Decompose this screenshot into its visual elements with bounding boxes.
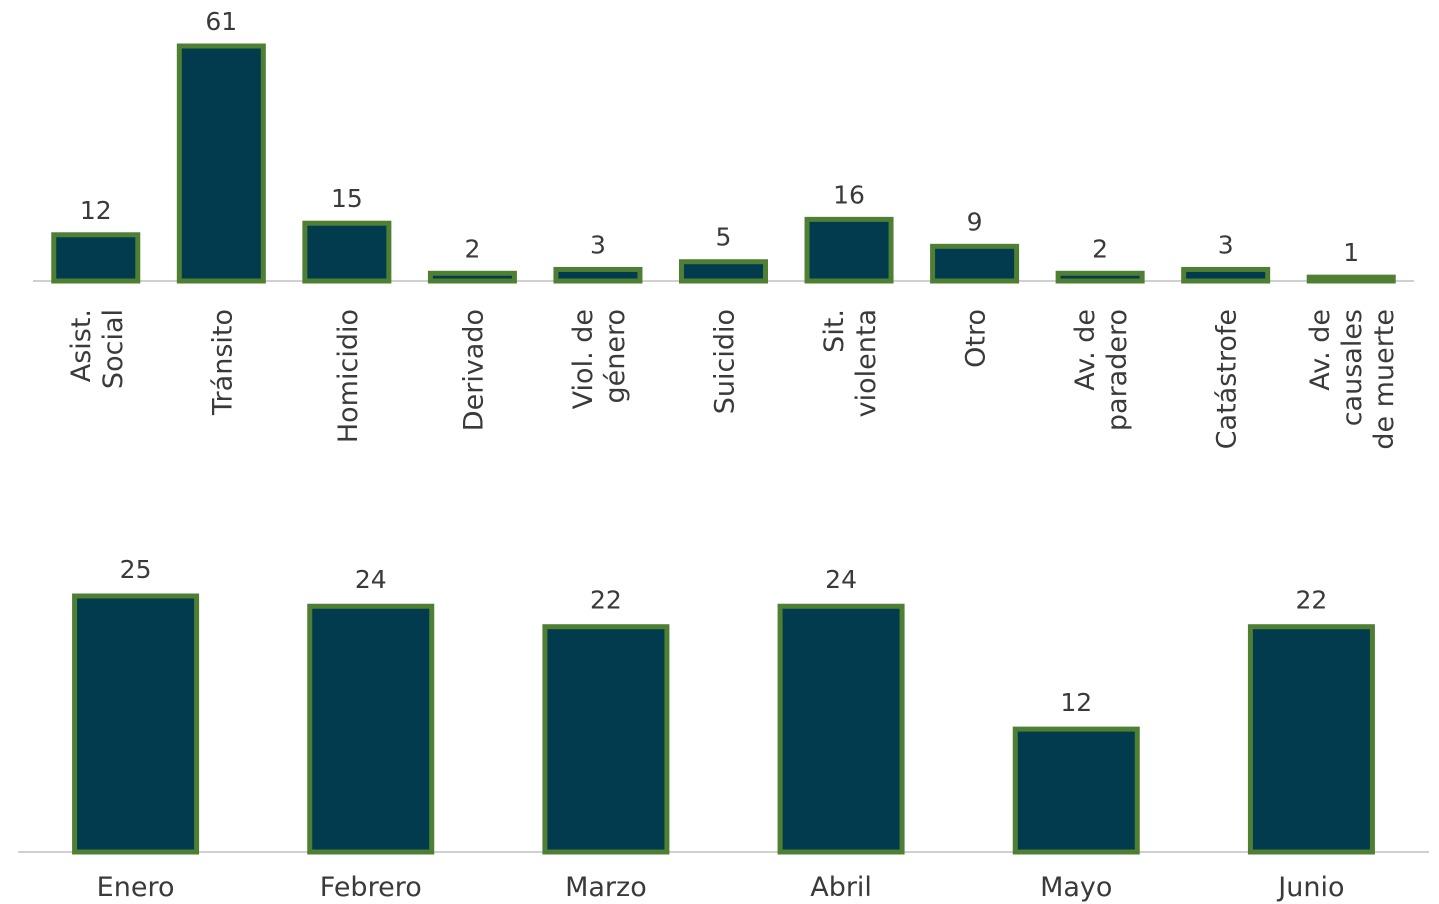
category-label-line: paradero xyxy=(1102,309,1133,431)
category-label: Junio xyxy=(1276,872,1344,903)
data-label: 1 xyxy=(1343,238,1359,267)
category-label-line: Sit. xyxy=(819,309,850,353)
category-label-line: Derivado xyxy=(458,309,489,431)
data-label: 12 xyxy=(1060,688,1092,717)
bar xyxy=(427,270,517,284)
bar xyxy=(804,216,894,284)
data-label: 3 xyxy=(590,230,606,259)
category-label: Marzo xyxy=(565,872,647,903)
bar xyxy=(72,593,200,855)
category-label-line: Suicidio xyxy=(710,309,741,414)
bar xyxy=(679,259,768,284)
bar xyxy=(51,232,141,284)
category-label: Suicidio xyxy=(710,309,741,414)
category-label-line: Catástrofe xyxy=(1212,309,1243,449)
data-label: 9 xyxy=(967,207,983,236)
bar xyxy=(176,43,266,284)
bar xyxy=(1306,274,1396,284)
category-label: Tránsito xyxy=(207,309,238,416)
category-label-line: Otro xyxy=(961,309,992,368)
data-label: 22 xyxy=(590,586,622,615)
data-label: 5 xyxy=(716,223,732,252)
chart-by-month: 25 Enero 24 Febrero 22 Marzo 24 Abril 12 Mayo 22 Ju… xyxy=(18,555,1429,903)
category-label-line: Tránsito xyxy=(207,309,238,416)
bar xyxy=(302,220,392,284)
category-label-line: género xyxy=(600,309,631,404)
category-label: Catástrofe xyxy=(1212,309,1243,449)
category-label: Viol. de género xyxy=(568,309,631,409)
category-label: Derivado xyxy=(458,309,489,431)
data-label: 61 xyxy=(205,7,237,36)
category-label: Enero xyxy=(97,872,175,903)
data-label: 24 xyxy=(355,565,387,594)
data-label: 3 xyxy=(1218,230,1234,259)
bar xyxy=(1055,270,1145,284)
data-label: 15 xyxy=(331,184,363,213)
bar xyxy=(777,603,905,855)
category-label: Homicidio xyxy=(333,309,364,443)
bar xyxy=(1247,624,1375,855)
category-label-line: violenta xyxy=(851,309,882,417)
category-label: Febrero xyxy=(320,872,422,903)
category-label-line: Asist. xyxy=(66,309,97,382)
category-label-line: Viol. de xyxy=(568,309,599,409)
category-label-line: de muerte xyxy=(1369,309,1400,450)
data-label: 12 xyxy=(80,196,112,225)
category-label-line: causales xyxy=(1337,309,1368,426)
bar xyxy=(1181,266,1271,284)
category-label: Otro xyxy=(961,309,992,368)
bar xyxy=(307,603,435,855)
data-label: 22 xyxy=(1296,586,1328,615)
data-label: 2 xyxy=(464,234,480,263)
bar xyxy=(553,266,643,284)
category-label: Asist. Social xyxy=(66,309,129,389)
data-label: 2 xyxy=(1092,234,1108,263)
category-label: Mayo xyxy=(1040,872,1112,903)
data-label: 16 xyxy=(833,180,865,209)
data-label: 24 xyxy=(825,565,857,594)
category-label-line: Social xyxy=(98,309,129,389)
category-label-line: Homicidio xyxy=(333,309,364,443)
category-label-line: Av. de xyxy=(1305,309,1336,391)
category-label: Abril xyxy=(810,872,872,903)
bar xyxy=(542,624,670,855)
bar xyxy=(1012,726,1140,855)
category-label-line: Av. de xyxy=(1070,309,1101,391)
data-label: 25 xyxy=(120,555,152,584)
category-label: Av. de paradero xyxy=(1070,309,1133,431)
category-label: Sit. violenta xyxy=(819,309,882,417)
category-label: Av. de causales de muerte xyxy=(1305,309,1400,450)
bar xyxy=(930,243,1020,284)
